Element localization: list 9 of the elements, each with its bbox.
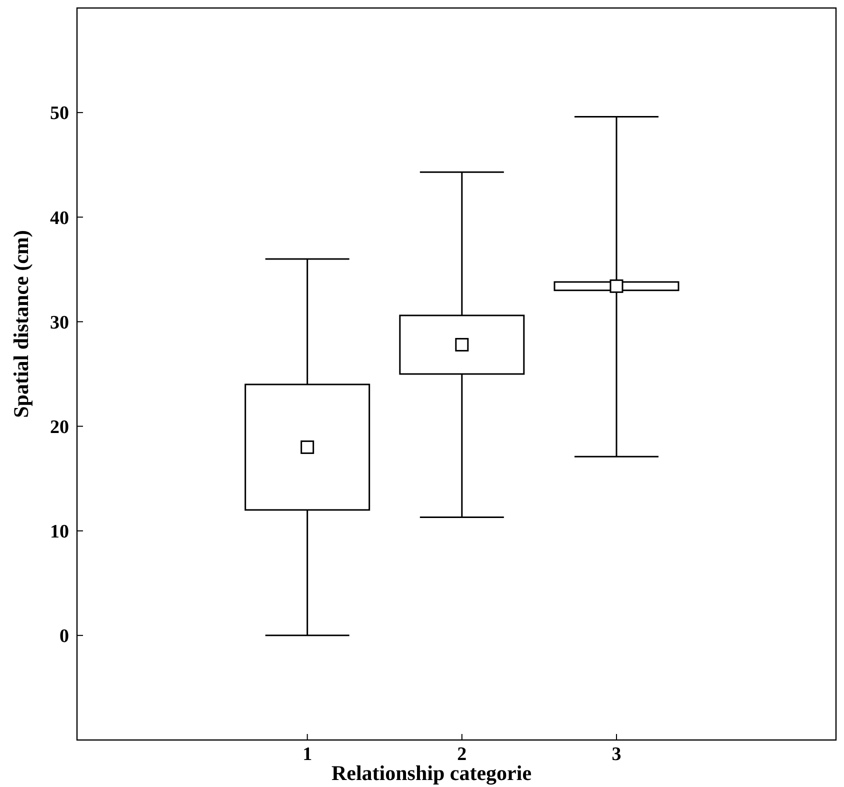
y-tick-label: 30 [50,312,69,334]
x-tick-label: 3 [612,744,622,765]
y-tick-label: 0 [60,626,69,648]
y-tick-label: 50 [50,103,69,124]
y-axis-title: Spatial distance (cm) [9,230,33,418]
y-tick-label: 40 [50,208,69,229]
x-tick-label: 1 [302,744,312,765]
y-tick-label: 20 [50,416,69,438]
y-tick-label: 10 [50,522,69,543]
